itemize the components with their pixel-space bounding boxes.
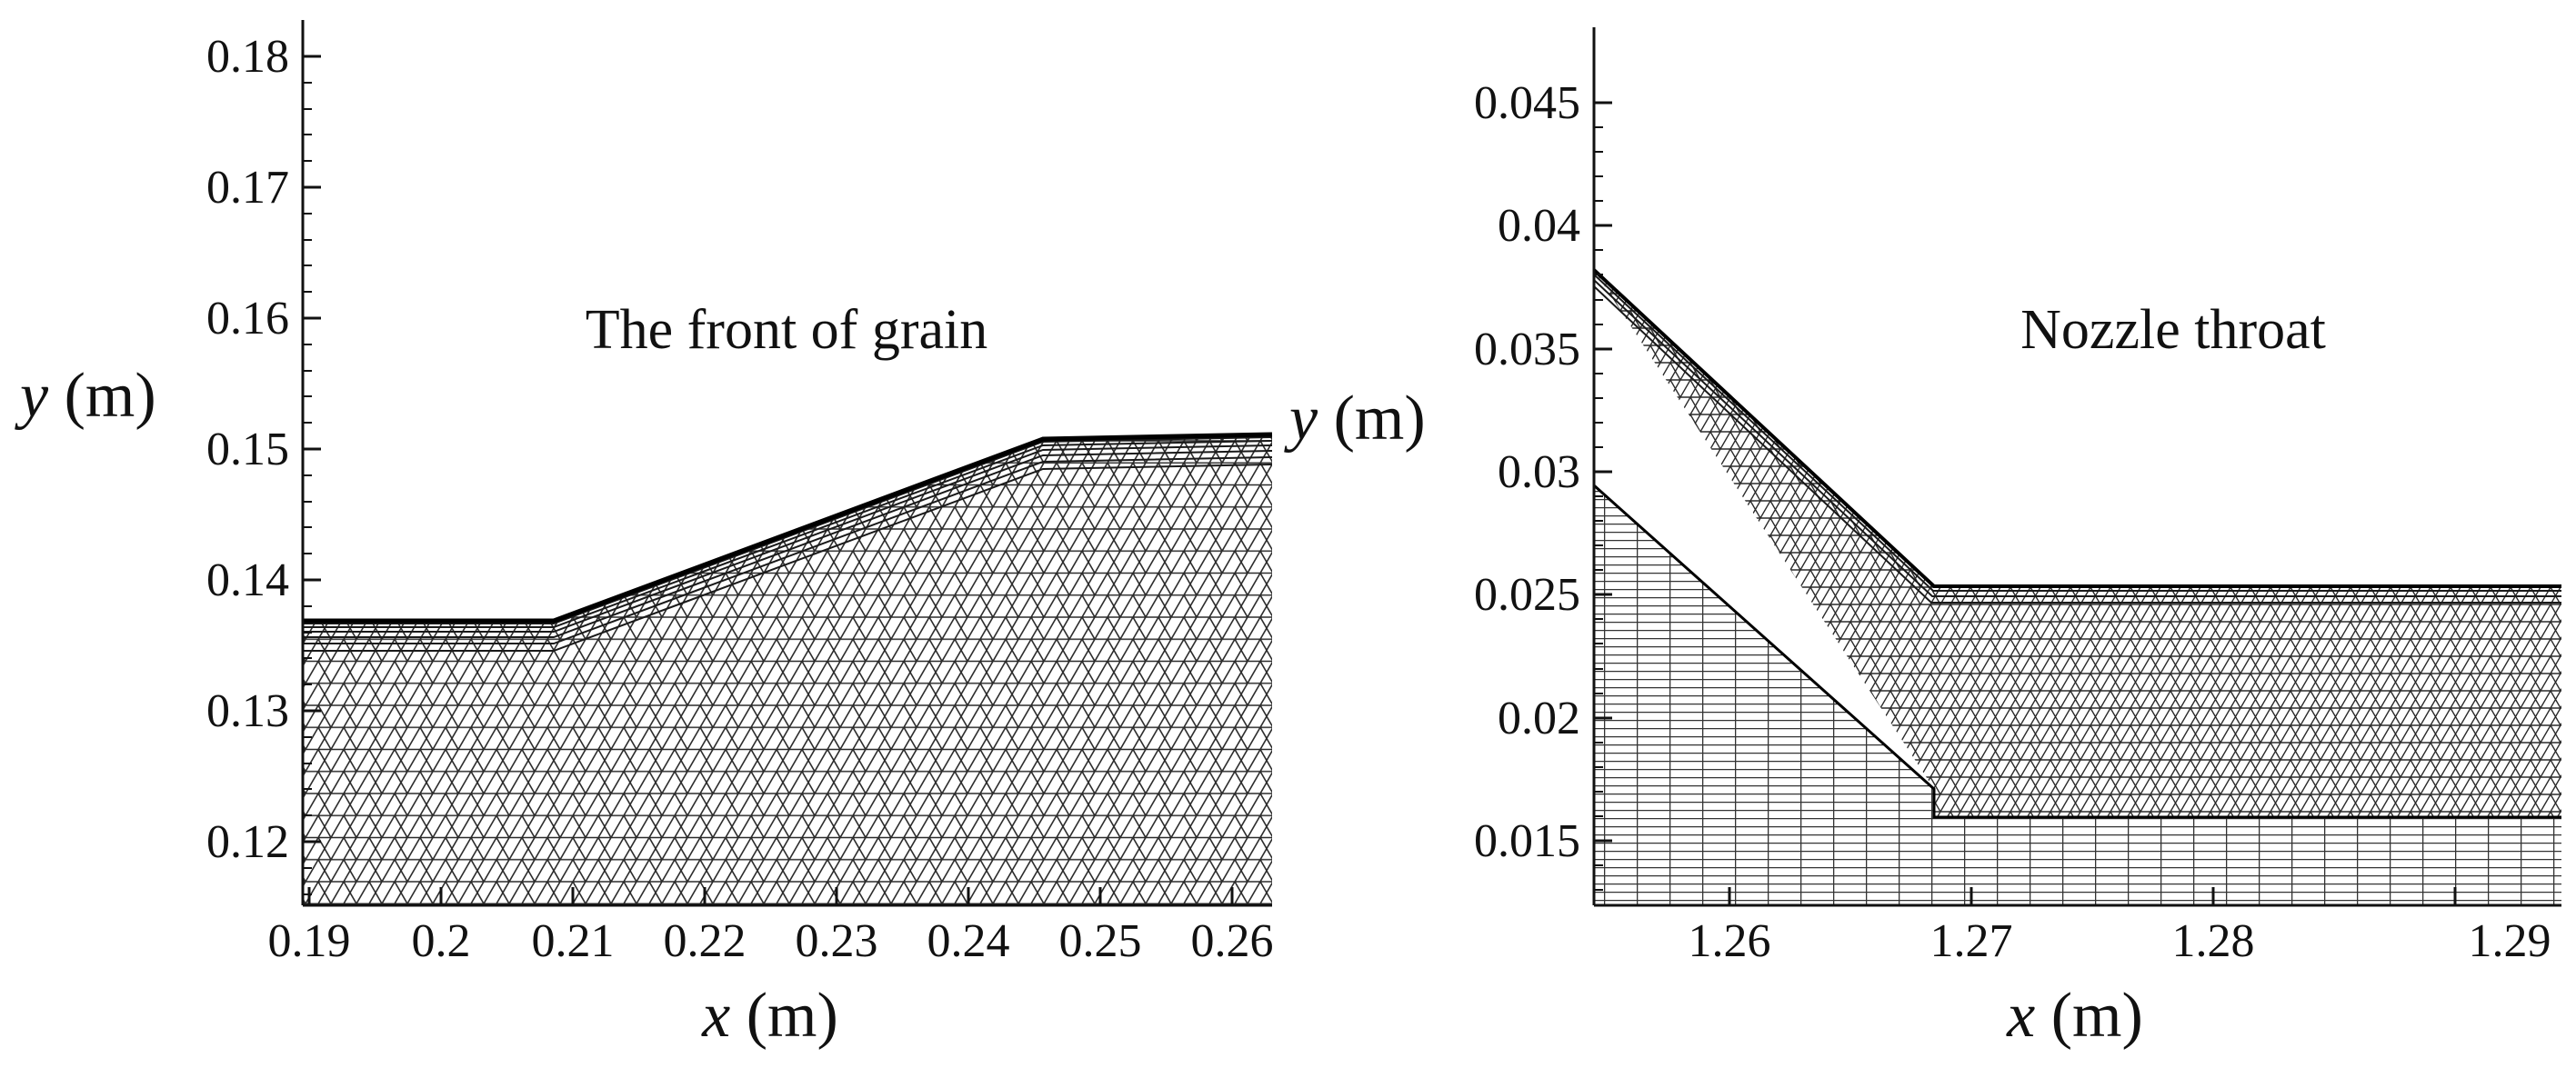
left-y-axis-unit: (m)	[48, 361, 156, 431]
left-x-axis-var: x	[701, 981, 730, 1051]
left-panel: 0.12 0.13 0.14 0.15 0.16 0.17 0.18 0.19 …	[15, 20, 1274, 1051]
left-x-tick-label: 0.22	[664, 915, 747, 967]
region-interface-line	[1593, 484, 2561, 819]
right-y-tick-label: 0.045	[1474, 77, 1580, 129]
left-y-tick-label: 0.17	[206, 162, 289, 214]
left-boundary-layer	[303, 434, 1273, 652]
right-y-tick-label: 0.03	[1498, 446, 1580, 498]
left-y-tick-label: 0.14	[206, 554, 289, 606]
right-x-tick-label: 1.28	[2172, 915, 2255, 967]
nozzle-wall-line	[1592, 268, 2561, 588]
left-x-tick-label: 0.25	[1059, 915, 1142, 967]
left-mesh	[303, 432, 1273, 905]
left-panel-title: The front of grain	[586, 299, 987, 361]
right-y-major-ticks	[1594, 101, 1612, 843]
right-x-tick-label: 1.26	[1689, 915, 1771, 967]
right-y-tick-label: 0.025	[1474, 569, 1580, 621]
right-y-tick-label: 0.015	[1474, 815, 1580, 867]
left-y-tick-label: 0.18	[206, 31, 289, 83]
right-axes	[1592, 27, 2561, 907]
right-x-axis-var: x	[2006, 981, 2035, 1051]
left-x-tick-label: 0.23	[796, 915, 878, 967]
left-y-tick-label: 0.12	[206, 816, 289, 868]
grain-surface-line	[303, 432, 1273, 624]
left-y-tick-label: 0.13	[206, 685, 289, 737]
right-y-axis-title: y (m)	[1284, 384, 1426, 454]
right-y-tick-label: 0.04	[1498, 200, 1580, 252]
right-y-axis-var: y	[1284, 384, 1318, 454]
right-y-tick-label: 0.035	[1474, 324, 1580, 375]
right-x-axis-title: x (m)	[2006, 981, 2143, 1051]
left-x-axis-unit: (m)	[730, 981, 838, 1051]
right-x-tick-label: 1.27	[1930, 915, 2013, 967]
right-panel: 0.015 0.02 0.025 0.03 0.035 0.04 0.045 1…	[1284, 27, 2561, 1051]
left-x-tick-labels: 0.19 0.2 0.21 0.22 0.23 0.24 0.25 0.26	[268, 915, 1274, 967]
left-y-axis-title: y (m)	[15, 361, 156, 431]
left-axes	[301, 20, 1272, 907]
right-x-major-ticks	[1728, 887, 2457, 905]
left-x-tick-label: 0.26	[1191, 915, 1274, 967]
left-y-axis-var: y	[15, 361, 49, 431]
left-x-tick-label: 0.21	[532, 915, 615, 967]
left-y-minor-ticks	[303, 82, 312, 895]
left-y-major-ticks	[303, 55, 321, 843]
left-x-axis-title: x (m)	[701, 981, 838, 1051]
right-x-tick-label: 1.29	[2469, 915, 2551, 967]
right-x-tick-labels: 1.26 1.27 1.28 1.29	[1689, 915, 2551, 967]
left-x-tick-label: 0.19	[268, 915, 351, 967]
right-y-minor-ticks	[1594, 126, 1603, 891]
left-y-tick-label: 0.16	[206, 293, 289, 344]
left-y-tick-labels: 0.12 0.13 0.14 0.15 0.16 0.17 0.18	[206, 31, 289, 868]
left-y-tick-label: 0.15	[206, 424, 289, 475]
left-x-major-ticks	[307, 887, 1234, 905]
right-y-axis-unit: (m)	[1318, 384, 1426, 454]
left-x-tick-label: 0.24	[927, 915, 1010, 967]
right-y-tick-labels: 0.015 0.02 0.025 0.03 0.035 0.04 0.045	[1474, 77, 1580, 867]
right-y-tick-label: 0.02	[1498, 693, 1580, 744]
right-panel-title: Nozzle throat	[2020, 299, 2326, 361]
right-x-axis-unit: (m)	[2035, 981, 2143, 1051]
left-x-tick-label: 0.2	[412, 915, 471, 967]
